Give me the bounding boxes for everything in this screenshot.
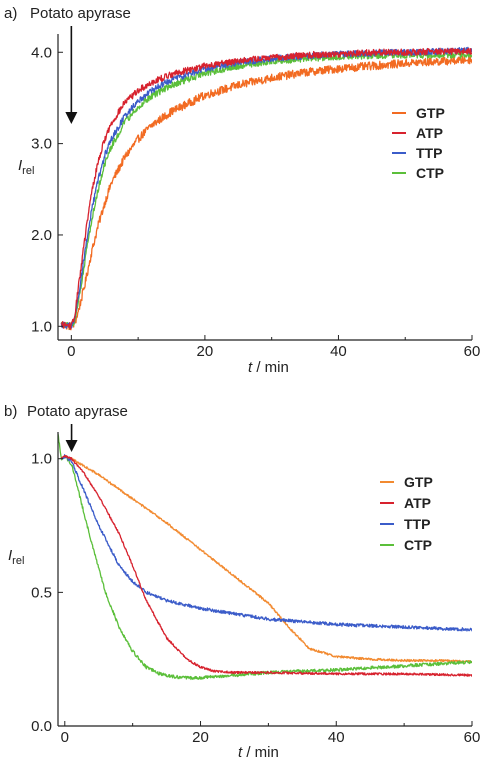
- y-tick-label: 3.0: [31, 136, 52, 153]
- legend-label-gtp: GTP: [404, 474, 433, 490]
- panel-b-xlabel-italic: t: [238, 744, 243, 761]
- x-tick-label: 60: [464, 729, 481, 746]
- panel-a-arrow: [65, 26, 78, 124]
- series-line-ttp: [60, 454, 472, 632]
- panel-a-plot-area: [60, 46, 472, 331]
- y-tick-label: 2.0: [31, 227, 52, 244]
- series-line-atp: [60, 454, 472, 677]
- legend-label-gtp: GTP: [416, 105, 445, 121]
- panel-a-xlabel-rest: / min: [252, 359, 289, 376]
- y-tick-label: 1.0: [31, 451, 52, 468]
- y-tick-label: 1.0: [31, 318, 52, 335]
- x-tick-label: 20: [192, 729, 209, 746]
- legend-label-atp: ATP: [404, 495, 431, 511]
- arrow-head: [65, 440, 78, 452]
- panel-a-ylabel: Irel: [18, 157, 34, 177]
- y-tick-label: 0.0: [31, 718, 52, 735]
- panel-b: b) Potato apyrase 0 20 40 600.00.51.0 Irel …: [4, 403, 480, 761]
- x-tick-label: 20: [197, 343, 214, 360]
- x-tick-label: 40: [328, 729, 345, 746]
- panel-b-plot-area: [58, 433, 472, 681]
- legend-label-ctp: CTP: [404, 537, 432, 553]
- panel-a: a) Potato apyrase 0 20 40 60 1.0 2.0 3.0 4.0 Ir…: [4, 5, 480, 376]
- y-tick-label: 0.5: [31, 584, 52, 601]
- x-tick-label: 60: [464, 343, 481, 360]
- series-line-ctp: [58, 433, 472, 681]
- series-line-ttp: [60, 46, 472, 330]
- panel-a-ylabel-main: I: [18, 157, 22, 174]
- y-tick-label: 4.0: [31, 44, 52, 61]
- legend-label-ttp: TTP: [404, 516, 430, 532]
- legend-label-ttp: TTP: [416, 145, 442, 161]
- x-tick-label: 0: [67, 343, 75, 360]
- panel-a-axes: 0 20 40 60 1.0 2.0 3.0 4.0: [31, 34, 480, 360]
- panel-b-arrow: [65, 424, 78, 452]
- series-line-gtp: [60, 55, 472, 331]
- panel-b-ylabel: Irel: [8, 547, 24, 567]
- panel-a-xlabel: t / min: [248, 359, 289, 376]
- legend-label-atp: ATP: [416, 125, 443, 141]
- x-tick-label: 40: [330, 343, 347, 360]
- x-tick-label: 0: [61, 729, 69, 746]
- series-line-atp: [61, 47, 472, 330]
- panel-a-annotation: Potato apyrase: [30, 5, 131, 22]
- panel-b-annotation: Potato apyrase: [27, 403, 128, 420]
- panel-b-ylabel-main: I: [8, 547, 12, 564]
- panel-b-ylabel-sub: rel: [12, 555, 24, 567]
- panel-b-axes: 0 20 40 60 0.0 0.5 1.0: [31, 432, 480, 746]
- panel-a-xlabel-italic: t: [248, 359, 253, 376]
- panel-a-legend: GTP ATP TTP CTP: [392, 105, 445, 181]
- panel-a-label: a): [4, 5, 17, 22]
- panel-b-label: b): [4, 403, 17, 420]
- panel-b-legend: GTP ATP TTP CTP: [380, 474, 433, 553]
- panel-b-xlabel: t / min: [238, 744, 279, 761]
- series-line-ctp: [60, 51, 472, 330]
- arrow-head: [65, 112, 78, 124]
- legend-label-ctp: CTP: [416, 165, 444, 181]
- panel-a-ylabel-sub: rel: [22, 165, 34, 177]
- panel-b-xlabel-rest: / min: [242, 744, 279, 761]
- series-line-gtp: [60, 454, 472, 664]
